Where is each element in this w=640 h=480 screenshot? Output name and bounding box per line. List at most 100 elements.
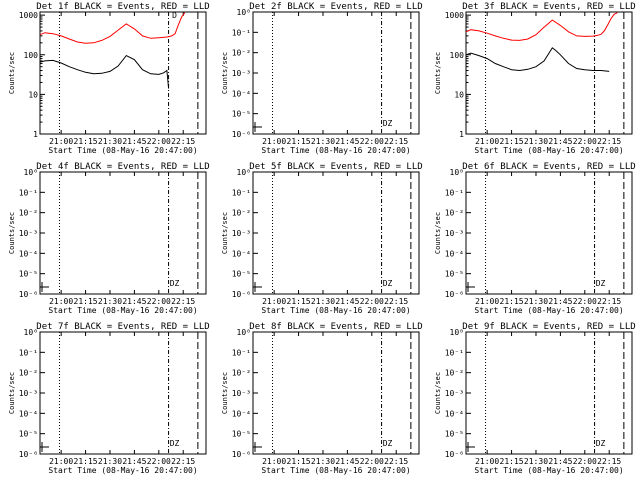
y-tick-label: 10⁻² (445, 209, 464, 218)
x-tick-label: 21:15 (500, 297, 524, 306)
y-tick-label: 1000 (19, 11, 38, 20)
x-axis-label: Start Time (08-May-16 20:47:00) (261, 146, 410, 155)
series-line-events (39, 54, 170, 89)
plot-frame (465, 171, 633, 295)
y-tick-label: 10⁻⁴ (445, 249, 464, 258)
x-axis-label: Start Time (08-May-16 20:47:00) (261, 466, 410, 475)
y-tick-label: 100 (24, 51, 39, 60)
chart-title: Det 3f BLACK = Events, RED = LLD (462, 2, 635, 12)
y-tick-label: 10⁻⁵ (232, 430, 251, 439)
y-axis-label: Counts/sec (221, 372, 229, 414)
x-tick-label: 22:15 (384, 137, 408, 146)
y-tick-label: 10⁻⁶ (445, 290, 464, 299)
attenuator-marker-label: DZ (383, 119, 393, 128)
y-axis-label: Counts/sec (434, 212, 442, 254)
y-tick-label: 10⁻¹ (232, 188, 251, 197)
y-tick-label: 10⁻³ (19, 389, 38, 398)
y-tick-label: 10⁻⁴ (232, 409, 251, 418)
x-tick-label: 22:15 (171, 297, 195, 306)
x-axis-label: Start Time (08-May-16 20:47:00) (474, 306, 623, 315)
x-axis-label: Start Time (08-May-16 20:47:00) (48, 306, 197, 315)
x-tick-label: 21:30 (311, 457, 335, 466)
y-tick-label: 10⁻⁶ (232, 130, 251, 139)
x-tick-label: 22:15 (597, 457, 621, 466)
y-tick-label: 10⁻² (445, 369, 464, 378)
attenuator-marker-label: DZ (596, 279, 606, 288)
attenuator-marker-label: DZ (383, 279, 393, 288)
y-tick-label: 10⁻⁵ (232, 110, 251, 119)
y-tick-label: 10⁻¹ (232, 28, 251, 37)
series-line-lld (465, 12, 618, 41)
y-tick-label: 1000 (445, 11, 464, 20)
x-tick-label: 21:00 (475, 297, 499, 306)
x-tick-label: 21:00 (262, 457, 286, 466)
chart-title: Det 6f BLACK = Events, RED = LLD (462, 162, 635, 172)
x-tick-label: 21:15 (74, 457, 98, 466)
x-tick-label: 22:15 (597, 137, 621, 146)
x-tick-label: 21:00 (49, 137, 73, 146)
y-tick-label: 10⁻⁶ (232, 450, 251, 459)
y-tick-label: 10⁻⁴ (19, 249, 38, 258)
x-tick-label: 22:00 (147, 137, 171, 146)
y-tick-label: 10⁻⁶ (19, 450, 38, 459)
y-tick-label: 10⁻² (232, 209, 251, 218)
y-tick-label: 10⁻¹ (19, 188, 38, 197)
x-tick-label: 21:30 (98, 457, 122, 466)
x-tick-label: 21:30 (98, 137, 122, 146)
attenuator-marker-label: D (172, 11, 177, 20)
y-tick-label: 10⁰ (237, 328, 251, 337)
y-tick-label: 10⁻³ (232, 389, 251, 398)
attenuator-marker-label: DZ (383, 439, 393, 448)
x-axis-label: Start Time (08-May-16 20:47:00) (48, 466, 197, 475)
x-tick-label: 21:00 (49, 457, 73, 466)
x-axis-label: Start Time (08-May-16 20:47:00) (261, 306, 410, 315)
y-tick-label: 10⁰ (24, 168, 38, 177)
chart-title: Det 5f BLACK = Events, RED = LLD (249, 162, 422, 172)
plot-frame (39, 331, 207, 455)
y-tick-label: 10⁰ (450, 168, 464, 177)
y-tick-label: 10 (454, 90, 464, 99)
chart-title: Det 8f BLACK = Events, RED = LLD (249, 322, 422, 332)
y-tick-label: 1 (459, 130, 464, 139)
y-tick-label: 10⁰ (24, 328, 38, 337)
x-tick-label: 21:15 (500, 457, 524, 466)
y-tick-label: 10⁻² (19, 209, 38, 218)
y-tick-label: 10⁰ (237, 8, 251, 17)
x-tick-label: 22:15 (384, 457, 408, 466)
x-tick-label: 21:30 (524, 297, 548, 306)
x-axis-label: Start Time (08-May-16 20:47:00) (48, 146, 197, 155)
y-tick-label: 10⁻² (232, 49, 251, 58)
x-tick-label: 21:45 (122, 457, 146, 466)
attenuator-marker-label: DZ (596, 439, 606, 448)
x-tick-label: 22:00 (360, 297, 384, 306)
chart-title: Det 9f BLACK = Events, RED = LLD (462, 322, 635, 332)
x-axis-label: Start Time (08-May-16 20:47:00) (474, 466, 623, 475)
y-tick-label: 10⁻⁶ (19, 290, 38, 299)
y-tick-label: 10 (28, 90, 38, 99)
x-tick-label: 21:15 (287, 457, 311, 466)
plot-frame (39, 11, 207, 135)
chart-title: Det 1f BLACK = Events, RED = LLD (36, 2, 209, 12)
y-tick-label: 10⁻² (19, 369, 38, 378)
x-tick-label: 22:15 (384, 297, 408, 306)
x-tick-label: 21:30 (311, 137, 335, 146)
plot-frame (252, 11, 420, 135)
x-tick-label: 21:30 (524, 137, 548, 146)
x-tick-label: 22:15 (171, 457, 195, 466)
x-tick-label: 21:00 (262, 297, 286, 306)
x-tick-label: 21:45 (335, 137, 359, 146)
x-tick-label: 21:00 (49, 297, 73, 306)
x-tick-label: 21:45 (335, 457, 359, 466)
y-axis-label: Counts/sec (221, 212, 229, 254)
y-tick-label: 10⁻⁵ (19, 430, 38, 439)
chart-title: Det 2f BLACK = Events, RED = LLD (249, 2, 422, 12)
x-tick-label: 22:00 (147, 297, 171, 306)
x-tick-label: 21:45 (122, 297, 146, 306)
y-tick-label: 10⁻⁴ (232, 89, 251, 98)
